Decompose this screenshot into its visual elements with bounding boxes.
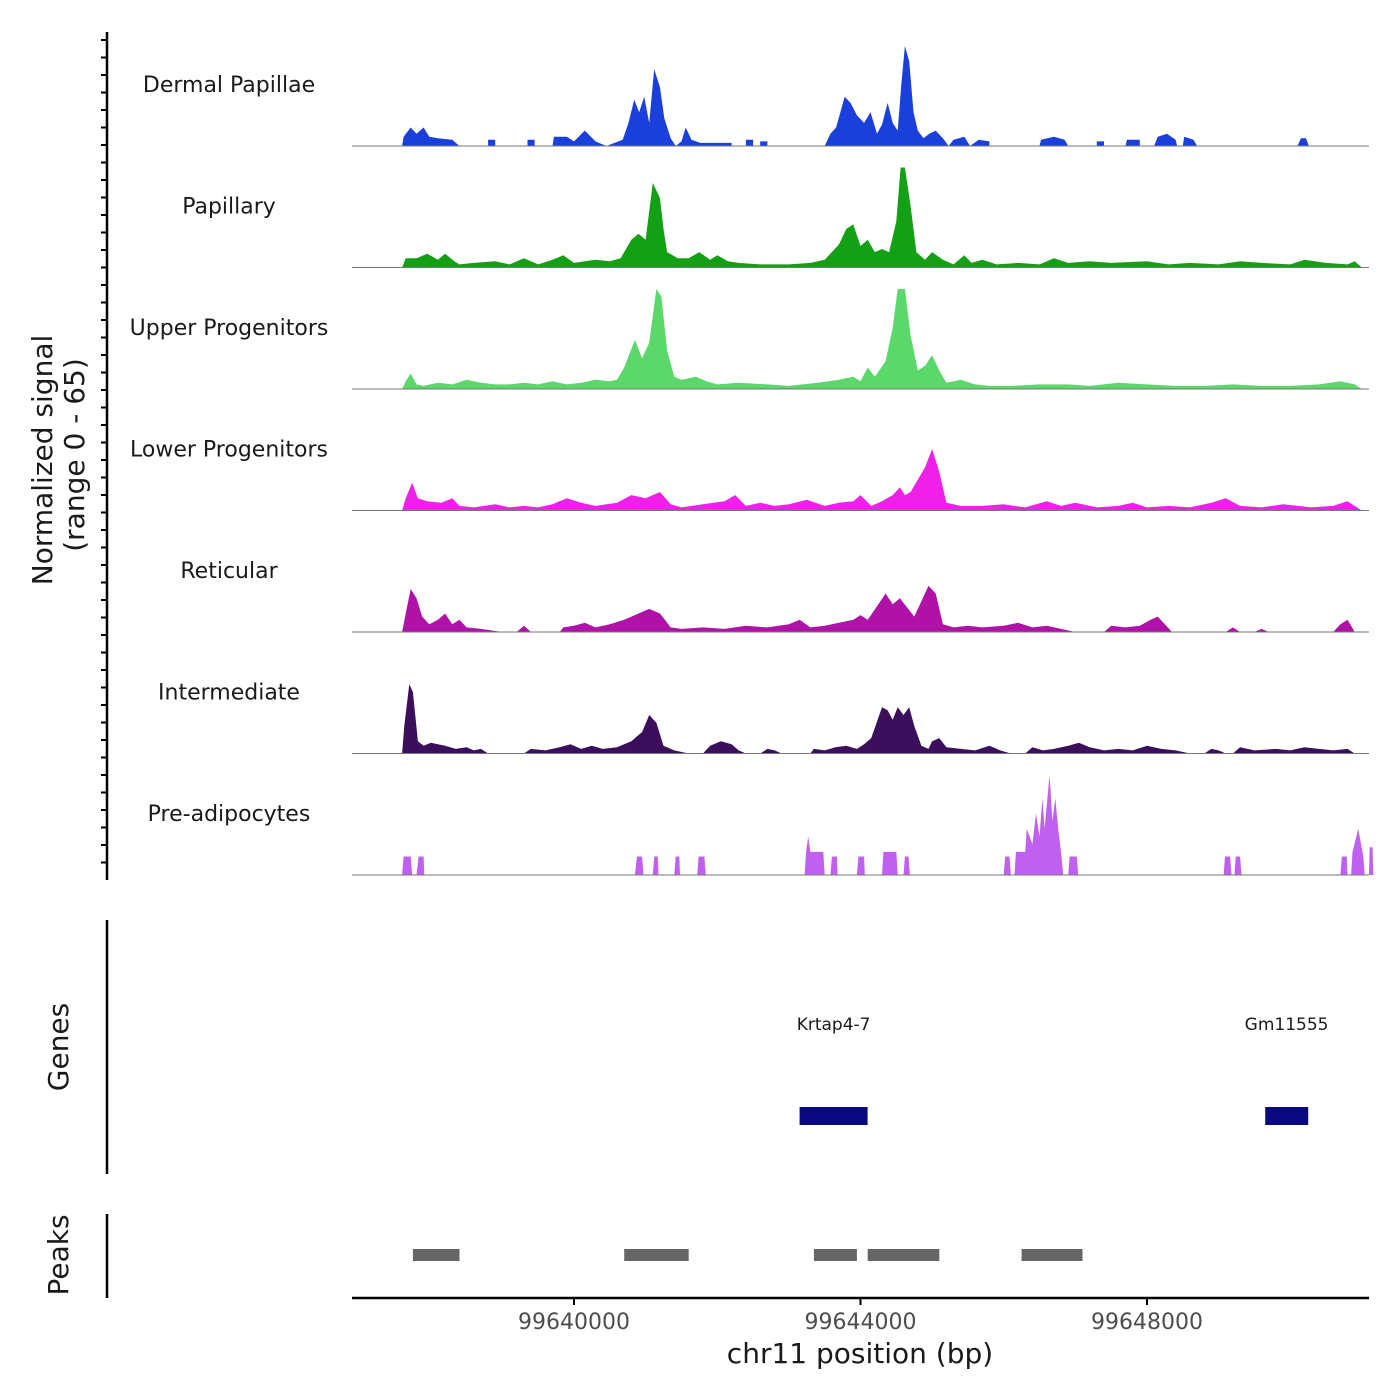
- track-intermediate: Intermediate: [158, 681, 1369, 754]
- track-dermal-papillae: Dermal Papillae: [143, 46, 1369, 147]
- track-upper-progenitors: Upper Progenitors: [130, 289, 1369, 390]
- track-reticular: Reticular: [180, 559, 1369, 633]
- signal-tracks: Dermal Papillae Papillary Upper Progenitor…: [130, 46, 1374, 876]
- track-label: Dermal Papillae: [143, 73, 315, 98]
- track-label: Intermediate: [158, 681, 300, 706]
- peak-regions: [412, 1249, 1083, 1261]
- x-tick-label: 99644000: [805, 1310, 917, 1335]
- signal-area-upper-progenitors: [402, 289, 1362, 389]
- signal-area-dermal-papillae: [402, 46, 1309, 146]
- signal-area-intermediate: [402, 684, 1362, 754]
- peak-bar: [624, 1249, 689, 1261]
- track-label: Pre-adipocytes: [148, 802, 311, 827]
- peaks-ylabel: Peaks: [42, 1214, 75, 1295]
- gene-annotations: Krtap4-7 Gm11555: [797, 1015, 1329, 1125]
- track-label: Lower Progenitors: [130, 438, 328, 463]
- genes-ylabel: Genes: [42, 1003, 75, 1091]
- track-pre-adipocytes: Pre-adipocytes: [148, 775, 1374, 876]
- signal-area-reticular: [402, 585, 1355, 632]
- track-papillary: Papillary: [182, 167, 1369, 268]
- signal-ylabel-line2: (range 0 - 65): [58, 358, 91, 552]
- gene-body: [799, 1107, 868, 1125]
- x-tick-label: 99648000: [1091, 1310, 1203, 1335]
- signal-ylabel-line1: Normalized signal: [26, 335, 59, 586]
- signal-area-papillary: [402, 167, 1362, 268]
- signal-area-pre-adipocytes: [402, 775, 1374, 875]
- track-label: Papillary: [182, 195, 276, 220]
- gene-body: [1265, 1107, 1309, 1125]
- signal-area-lower-progenitors: [402, 449, 1362, 511]
- gene-label: Gm11555: [1245, 1015, 1329, 1035]
- signal-y-axis: [101, 32, 109, 880]
- peak-bar: [813, 1249, 857, 1261]
- gene-label: Krtap4-7: [797, 1015, 871, 1035]
- peak-bar: [1021, 1249, 1083, 1261]
- gene-gm11555: Gm11555: [1245, 1015, 1329, 1125]
- x-axis-ticks: 99640000 99644000 99648000: [518, 1298, 1203, 1335]
- peak-bar: [867, 1249, 940, 1261]
- x-tick-label: 99640000: [518, 1310, 630, 1335]
- peak-bar: [412, 1249, 460, 1261]
- track-lower-progenitors: Lower Progenitors: [130, 438, 1369, 511]
- signal-y-ticks: [101, 39, 107, 864]
- x-axis-label: chr11 position (bp): [727, 1337, 993, 1370]
- track-label: Upper Progenitors: [130, 316, 329, 341]
- gene-krtap4-7: Krtap4-7: [797, 1015, 871, 1125]
- track-label: Reticular: [180, 559, 278, 584]
